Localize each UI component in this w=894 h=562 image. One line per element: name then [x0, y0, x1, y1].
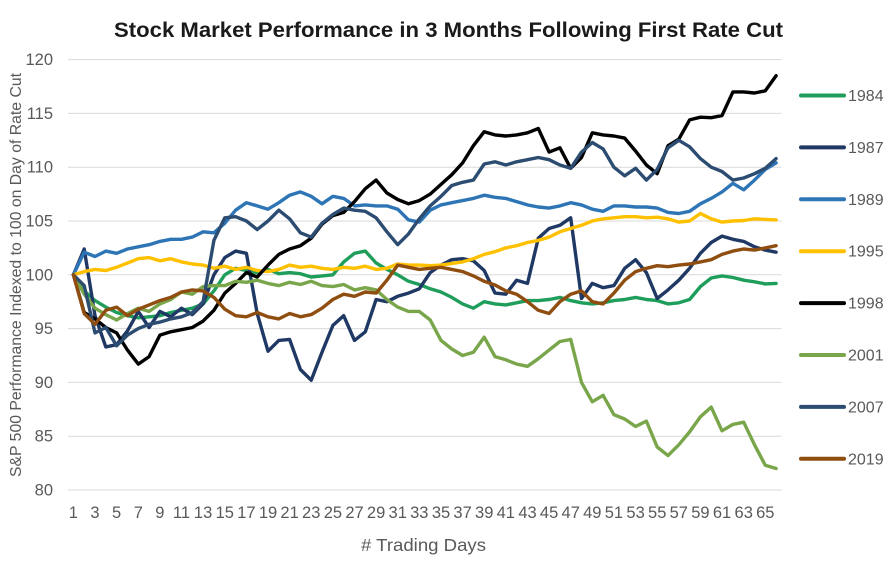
svg-text:21: 21: [280, 504, 298, 522]
svg-text:11: 11: [173, 504, 190, 522]
svg-text:1: 1: [69, 504, 78, 522]
svg-text:1989: 1989: [848, 192, 884, 209]
svg-text:7: 7: [134, 504, 143, 522]
svg-text:2019: 2019: [848, 451, 884, 468]
svg-text:S&P 500 Performance Indexed to: S&P 500 Performance Indexed to 100 on Da…: [8, 72, 25, 477]
svg-text:47: 47: [562, 504, 580, 522]
svg-text:15: 15: [216, 504, 234, 522]
svg-text:23: 23: [302, 504, 320, 522]
svg-text:110: 110: [27, 159, 53, 177]
svg-text:120: 120: [25, 51, 53, 69]
svg-text:105: 105: [25, 213, 53, 231]
svg-text:41: 41: [497, 504, 515, 522]
svg-text:39: 39: [475, 504, 493, 522]
svg-text:51: 51: [605, 504, 623, 522]
svg-text:3: 3: [90, 504, 99, 522]
svg-text:1998: 1998: [848, 296, 884, 313]
svg-text:13: 13: [194, 504, 212, 522]
svg-text:19: 19: [259, 504, 277, 522]
svg-text:29: 29: [367, 504, 385, 522]
svg-text:61: 61: [713, 504, 731, 522]
svg-text:43: 43: [518, 504, 536, 522]
svg-text:1987: 1987: [848, 140, 884, 157]
svg-text:9: 9: [155, 504, 164, 522]
svg-text:35: 35: [432, 504, 450, 522]
svg-text:1995: 1995: [848, 244, 884, 261]
svg-text:57: 57: [670, 504, 688, 522]
svg-text:59: 59: [691, 504, 709, 522]
svg-text:55: 55: [648, 504, 666, 522]
svg-text:45: 45: [540, 504, 558, 522]
svg-text:100: 100: [25, 266, 53, 284]
svg-text:1984: 1984: [848, 88, 884, 105]
svg-text:27: 27: [345, 504, 363, 522]
svg-text:95: 95: [35, 320, 53, 338]
svg-text:33: 33: [410, 504, 428, 522]
svg-text:5: 5: [112, 504, 121, 522]
svg-text:Stock Market Performance in 3: Stock Market Performance in 3 Months Fol…: [114, 18, 783, 42]
svg-text:# Trading Days: # Trading Days: [361, 535, 486, 555]
svg-text:90: 90: [35, 374, 53, 392]
svg-text:53: 53: [626, 504, 644, 522]
svg-text:31: 31: [389, 504, 407, 522]
svg-text:63: 63: [735, 504, 753, 522]
svg-text:65: 65: [756, 504, 774, 522]
svg-text:80: 80: [35, 482, 53, 500]
svg-text:49: 49: [583, 504, 601, 522]
svg-text:25: 25: [324, 504, 342, 522]
svg-text:115: 115: [27, 105, 53, 123]
svg-text:17: 17: [237, 504, 255, 522]
svg-text:37: 37: [453, 504, 471, 522]
svg-text:85: 85: [35, 428, 53, 446]
svg-text:2001: 2001: [848, 348, 884, 365]
svg-text:2007: 2007: [848, 399, 884, 416]
